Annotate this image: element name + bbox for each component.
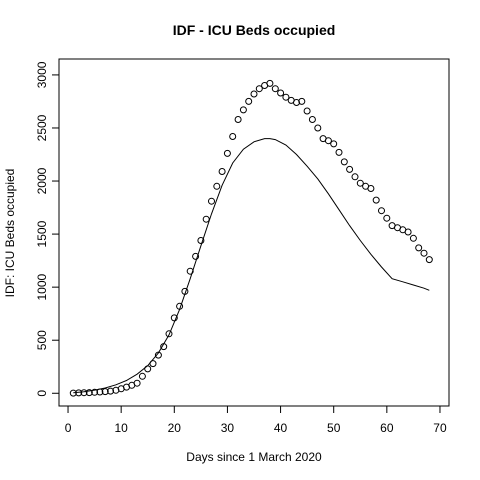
data-point <box>107 387 114 395</box>
x-axis-label: Days since 1 March 2020 <box>186 450 322 464</box>
data-point <box>335 148 343 156</box>
data-point <box>356 179 364 187</box>
x-tick-label: 50 <box>327 421 341 435</box>
data-point <box>245 97 253 105</box>
data-point <box>340 158 348 166</box>
plot-frame <box>58 58 450 407</box>
data-point <box>85 389 93 397</box>
data-point <box>298 97 306 105</box>
y-tick-label: 2500 <box>35 114 49 141</box>
x-tick-label: 60 <box>380 421 394 435</box>
data-point <box>324 137 332 145</box>
data-point <box>282 93 290 101</box>
data-point <box>378 207 385 215</box>
data-point <box>266 79 274 87</box>
data-point <box>277 89 285 97</box>
data-point <box>367 185 375 192</box>
data-point <box>303 107 311 115</box>
data-point <box>314 124 322 132</box>
x-axis: 0 10 20 30 40 50 60 70 <box>65 405 447 435</box>
fitted-curve-line <box>73 138 430 394</box>
x-tick-label: 40 <box>274 421 288 435</box>
data-point <box>415 244 423 252</box>
data-point <box>351 173 359 181</box>
x-tick-label: 0 <box>65 421 72 435</box>
data-point <box>91 388 99 396</box>
data-point <box>192 252 200 260</box>
y-tick-label: 500 <box>35 330 49 350</box>
data-point <box>330 140 338 148</box>
data-point <box>218 168 226 175</box>
y-tick-label: 1500 <box>35 220 49 247</box>
data-point <box>293 99 300 106</box>
data-point <box>223 149 231 157</box>
data-point <box>425 256 433 264</box>
data-point <box>234 116 242 123</box>
data-point <box>101 388 109 396</box>
data-point <box>346 165 354 173</box>
x-tick-label: 70 <box>433 421 447 435</box>
data-point <box>208 197 215 205</box>
data-point <box>250 90 258 98</box>
data-point <box>80 389 88 397</box>
data-point <box>409 234 417 242</box>
y-tick-label: 1000 <box>35 273 49 300</box>
data-point <box>308 116 316 123</box>
data-point <box>271 85 279 93</box>
y-tick-label: 0 <box>35 390 49 397</box>
chart-title: IDF - ICU Beds occupied <box>173 22 336 38</box>
y-axis: 0 500 1000 1500 2000 2500 3000 <box>35 61 60 397</box>
data-point <box>165 330 173 338</box>
y-tick-label: 2000 <box>35 167 49 194</box>
data-point <box>213 182 221 190</box>
data-point <box>255 85 263 93</box>
data-point <box>229 133 237 140</box>
data-point <box>138 372 146 380</box>
data-point <box>69 389 77 397</box>
x-tick-label: 30 <box>221 421 235 435</box>
x-tick-label: 10 <box>114 421 128 435</box>
data-point <box>383 214 391 222</box>
x-tick-label: 20 <box>168 421 182 435</box>
data-point <box>202 215 210 223</box>
data-point <box>239 106 247 114</box>
plot-marks <box>69 79 433 397</box>
data-point <box>372 196 380 204</box>
data-point <box>197 237 205 244</box>
data-point <box>404 228 412 236</box>
data-point <box>420 249 428 257</box>
y-axis-label: IDF: ICU Beds occupied <box>3 169 17 298</box>
data-point <box>186 267 194 275</box>
data-point <box>133 379 141 387</box>
y-tick-label: 3000 <box>35 61 49 88</box>
